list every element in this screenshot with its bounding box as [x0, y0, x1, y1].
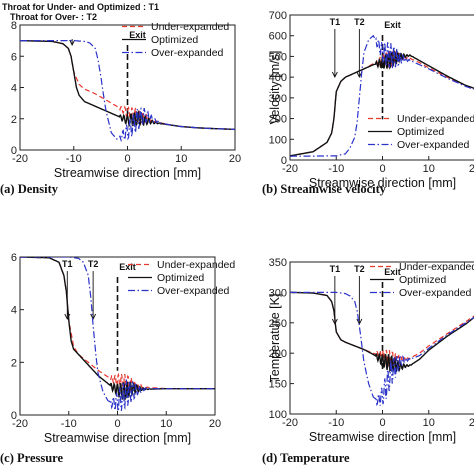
- panel-caption: (c) Pressure: [0, 451, 64, 465]
- y-tick-label: 0: [11, 410, 17, 422]
- y-tick-label: 0: [11, 145, 17, 157]
- panel-c: -20 -10 0 10 20 0 2 4 6 Streamwise direction [mm]…: [0, 252, 235, 465]
- throat-label: T1: [330, 17, 341, 27]
- x-tick-label: -10: [61, 418, 77, 430]
- y-tick-label: 300: [269, 93, 287, 105]
- y-axis-label: Temperature [K]: [268, 294, 282, 383]
- throat-label: T1: [330, 264, 341, 274]
- throat-label: T2: [354, 17, 365, 27]
- panel-caption: (b) Streamwise velocity: [262, 182, 387, 196]
- panel-b: -20-10010200100200300400500600700Streamw…: [262, 10, 474, 196]
- x-axis-label: Streamwise direction [mm]: [44, 431, 191, 445]
- legend-label: Over-expanded: [151, 47, 224, 59]
- y-tick-label: 6: [11, 252, 17, 264]
- x-tick-label: -20: [12, 153, 28, 165]
- y-tick-label: 4: [11, 305, 17, 317]
- legend-label: Over-expanded: [399, 287, 472, 299]
- y-tick-label: 6: [11, 51, 17, 63]
- x-tick-label: -20: [282, 417, 298, 429]
- legend-label: Over-expanded: [157, 285, 230, 297]
- x-tick-label: 10: [423, 163, 435, 175]
- y-tick-label: 150: [269, 379, 287, 391]
- legend-label: Optimized: [151, 34, 198, 46]
- series-group: [20, 257, 215, 412]
- throat-arrow-head: [69, 39, 76, 47]
- series-line-optimized: [20, 39, 235, 131]
- y-tick-label: 500: [269, 51, 287, 63]
- x-tick-label: -10: [66, 153, 82, 165]
- y-tick-label: 100: [269, 409, 287, 421]
- x-tick-label: -20: [282, 163, 298, 175]
- throat-note: Throat for Under- and Optimized : T1: [2, 2, 159, 12]
- legend-label: Over-expanded: [397, 139, 470, 151]
- x-tick-label: 20: [209, 418, 221, 430]
- x-tick-label: 0: [379, 417, 385, 429]
- throat-label: T2: [88, 259, 99, 269]
- y-tick-label: 2: [11, 114, 17, 126]
- exit-label: Exit: [119, 262, 136, 272]
- exit-label: Exit: [384, 267, 401, 277]
- legend-label: Under-expanded: [157, 259, 235, 271]
- y-tick-label: 250: [269, 318, 287, 330]
- y-tick-label: 0: [281, 155, 287, 167]
- y-tick-label: 600: [269, 31, 287, 43]
- x-tick-label: 20: [229, 153, 241, 165]
- x-tick-label: -20: [12, 418, 28, 430]
- x-tick-label: 20: [469, 417, 474, 429]
- y-tick-label: 300: [269, 287, 287, 299]
- legend-label: Optimized: [157, 272, 204, 284]
- x-tick-label: 0: [114, 418, 120, 430]
- x-tick-label: 20: [469, 163, 474, 175]
- y-tick-label: 4: [11, 83, 17, 95]
- throat-note: Throat for Over- : T2: [10, 12, 97, 22]
- throat-arrow-head: [331, 71, 338, 79]
- x-tick-label: 0: [379, 163, 385, 175]
- panel-caption: (a) Density: [0, 182, 59, 196]
- legend-label: Under-expanded: [151, 21, 229, 33]
- exit-label: Exit: [384, 20, 401, 30]
- x-axis-label: Streamwise direction [mm]: [309, 176, 456, 190]
- series-line-over: [290, 291, 474, 407]
- series-line-over: [20, 257, 215, 412]
- throat-label: T2: [354, 264, 365, 274]
- series-line-over: [290, 34, 474, 157]
- series-group: [20, 39, 235, 143]
- panel-a: -20 -10 0 10 20 0 2 4 6 8 Streamwise direction [mm…: [0, 2, 241, 196]
- legend-label: Optimized: [399, 274, 446, 286]
- x-tick-label: 0: [124, 153, 130, 165]
- series-group: [290, 291, 474, 407]
- y-tick-label: 2: [11, 357, 17, 369]
- x-tick-label: 10: [423, 417, 435, 429]
- x-tick-label: -10: [328, 163, 344, 175]
- legend-label: Optimized: [397, 126, 444, 138]
- exit-label: Exit: [129, 30, 146, 40]
- y-tick-label: 200: [269, 114, 287, 126]
- y-tick-label: 400: [269, 72, 287, 84]
- y-tick-label: 200: [269, 348, 287, 360]
- x-axis-label: Streamwise direction [mm]: [54, 166, 201, 180]
- panel-caption: (d) Temperature: [262, 451, 350, 465]
- series-line-optimized: [290, 291, 474, 373]
- x-tick-label: 10: [160, 418, 172, 430]
- throat-label: T1: [62, 259, 73, 269]
- legend-label: Under-expanded: [397, 113, 474, 125]
- x-tick-label: -10: [328, 417, 344, 429]
- y-tick-label: 8: [11, 20, 17, 32]
- y-tick-label: 100: [269, 134, 287, 146]
- y-axis-label: Velocity [m/s]: [268, 51, 282, 125]
- legend-label: Under-expanded: [399, 261, 474, 273]
- x-axis-label: Streamwise direction [mm]: [309, 430, 456, 444]
- y-tick-label: 700: [269, 10, 287, 22]
- x-tick-label: 10: [175, 153, 187, 165]
- y-tick-label: 350: [269, 257, 287, 269]
- panel-d: -20 -10 0 10 20 100 150 200 250 300 350 Streamwise …: [262, 257, 474, 465]
- series-group: [290, 34, 474, 157]
